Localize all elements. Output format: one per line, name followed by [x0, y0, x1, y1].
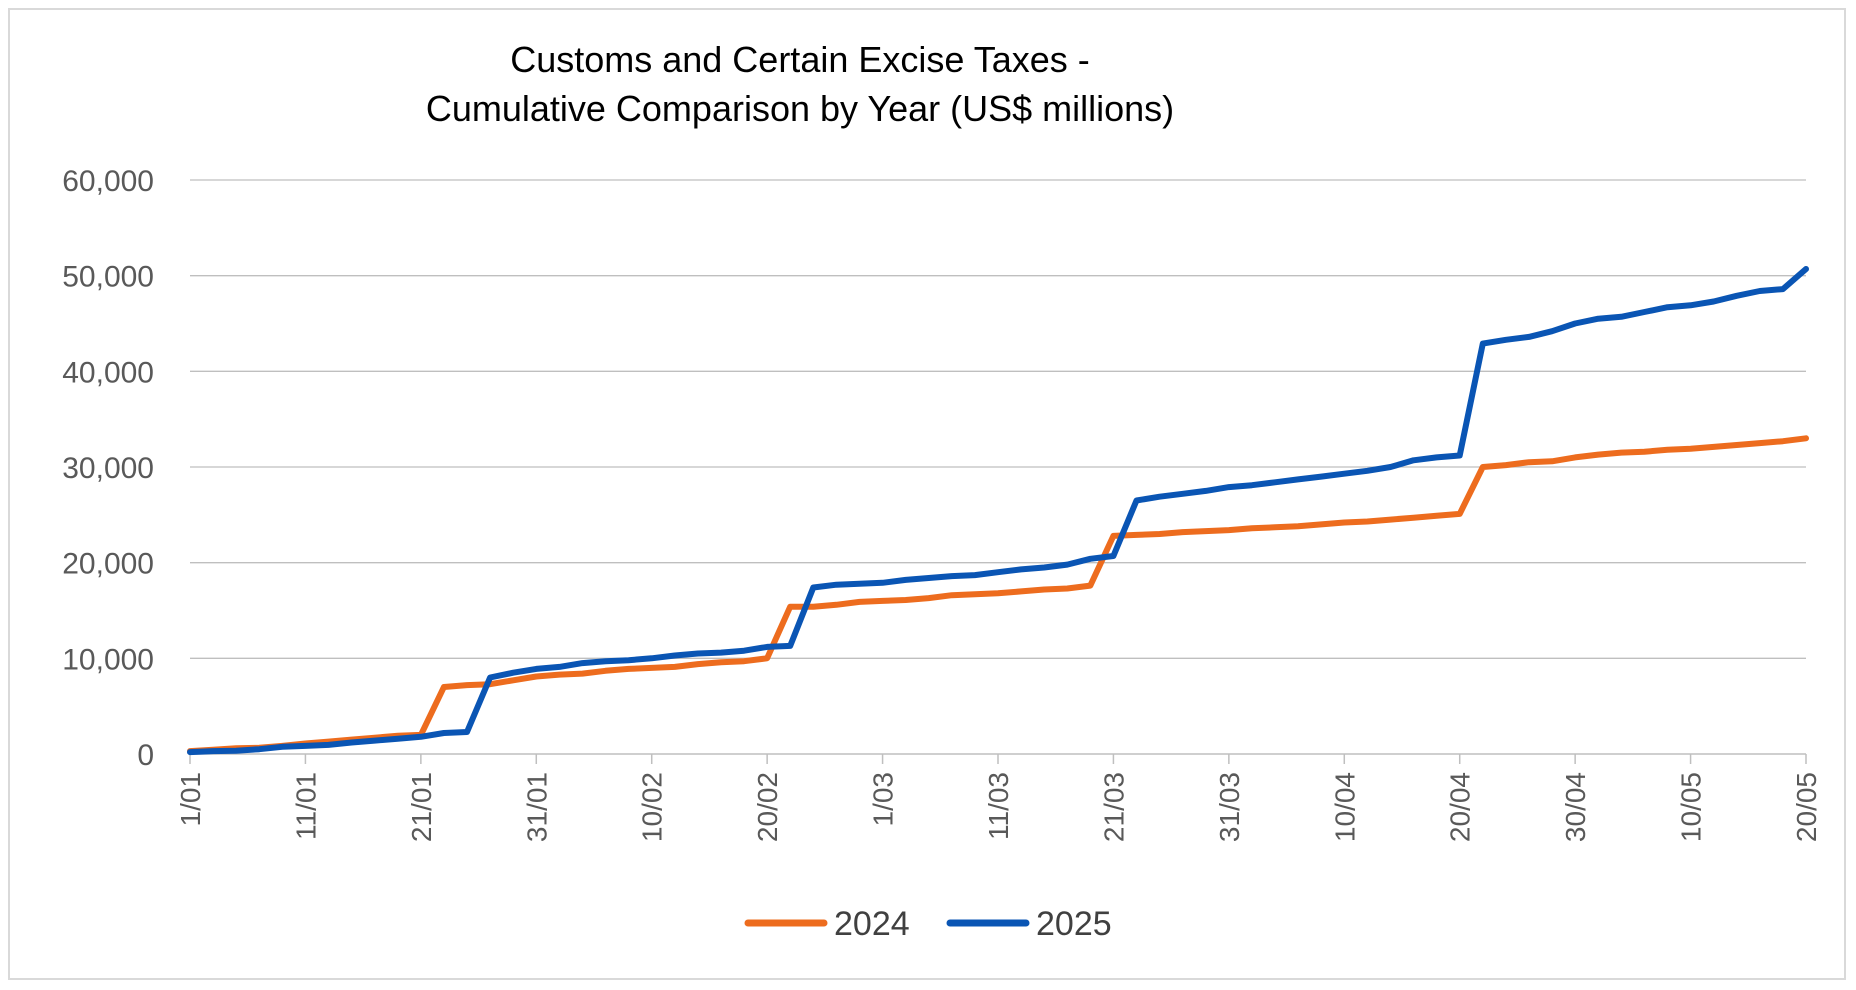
x-tick-label: 31/01: [521, 772, 552, 842]
y-tick-label: 30,000: [62, 452, 154, 485]
x-tick-label: 20/02: [752, 772, 783, 842]
legend-label-2025: 2025: [1036, 905, 1112, 943]
x-axis: 1/01 11/01 21/01 31/01 10/02 20/02 1/03 11/03 21…: [175, 753, 1822, 842]
gridlines: [190, 179, 1806, 659]
x-tick-label: 21/01: [406, 772, 437, 842]
y-tick-label: 50,000: [62, 261, 154, 294]
legend: 2024 2025: [744, 905, 1112, 943]
x-tick-label: 30/04: [1560, 772, 1591, 842]
x-tick-label: 10/02: [637, 772, 668, 842]
y-axis-ticks: 0 10,000 20,000 30,000 40,000 50,000 60,000: [62, 165, 154, 772]
y-tick-label: 60,000: [62, 165, 154, 198]
x-tick-label: 10/04: [1329, 772, 1360, 842]
x-tick-label: 11/01: [290, 772, 321, 840]
x-tick-label: 1/03: [868, 772, 899, 827]
chart-title-line-2: Cumulative Comparison by Year (US$ milli…: [426, 88, 1174, 129]
y-tick-label: 10,000: [62, 643, 154, 676]
x-tick-label: 10/05: [1676, 772, 1707, 842]
x-tick-label: 20/05: [1791, 772, 1822, 842]
series-lines: [187, 266, 1809, 756]
x-tick-label: 1/01: [175, 772, 206, 827]
y-tick-label: 40,000: [62, 356, 154, 389]
x-tick-label: 20/04: [1445, 772, 1476, 842]
legend-label-2024: 2024: [834, 905, 910, 943]
chart-title-line-1: Customs and Certain Excise Taxes -: [510, 39, 1090, 80]
x-tick-label: 31/03: [1214, 772, 1245, 842]
series-line-2024: [187, 435, 1809, 755]
chart-frame: [8, 8, 1846, 980]
x-tick-label: 11/03: [983, 772, 1014, 840]
x-tick-label: 21/03: [1098, 772, 1129, 842]
y-tick-label: 20,000: [62, 548, 154, 581]
y-tick-label: 0: [137, 739, 154, 772]
series-line-2025: [187, 266, 1809, 756]
